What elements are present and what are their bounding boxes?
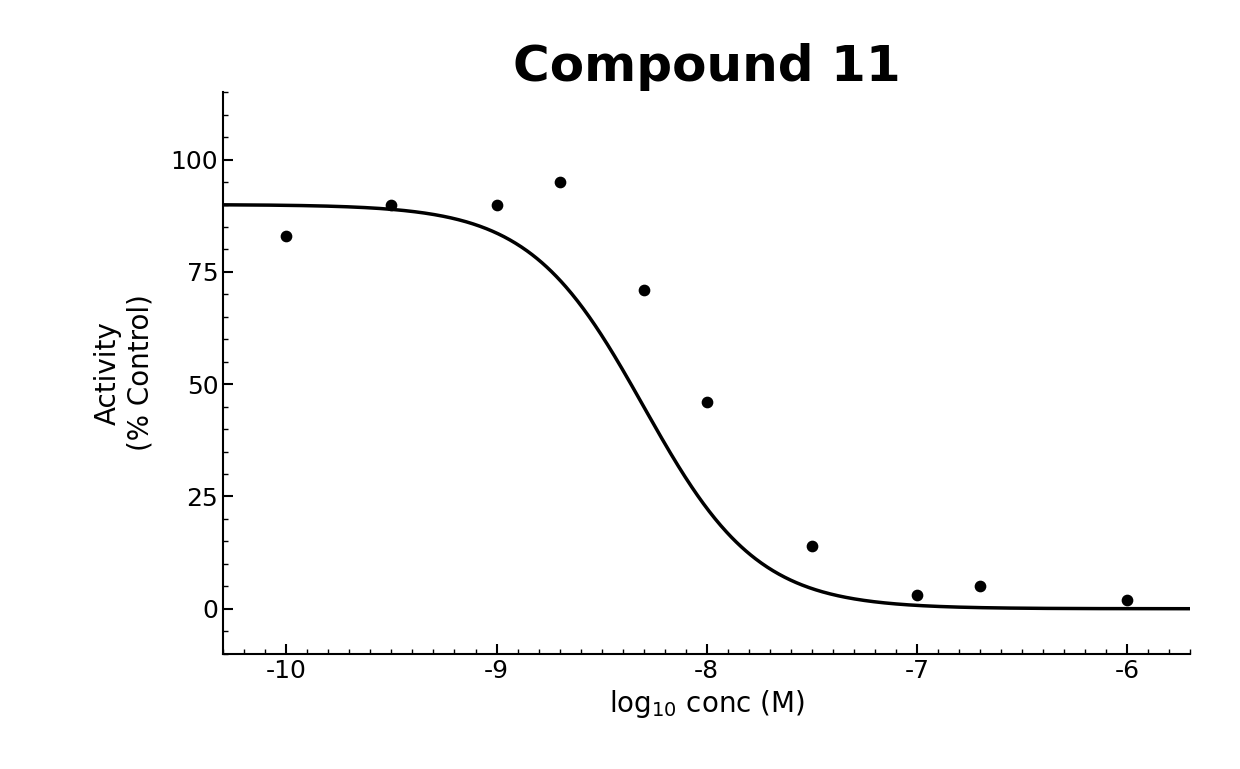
Point: [697, 396, 717, 408]
Point: [277, 230, 296, 242]
Point: [802, 540, 822, 552]
Point: [486, 198, 506, 211]
Point: [382, 198, 402, 211]
X-axis label: log$_{10}$ conc (M): log$_{10}$ conc (M): [609, 688, 805, 720]
Point: [634, 284, 653, 296]
Point: [908, 589, 928, 601]
Point: [970, 580, 990, 592]
Y-axis label: Activity
(% Control): Activity (% Control): [94, 295, 154, 451]
Title: Compound 11: Compound 11: [513, 43, 900, 92]
Point: [1117, 594, 1137, 606]
Point: [549, 176, 569, 188]
